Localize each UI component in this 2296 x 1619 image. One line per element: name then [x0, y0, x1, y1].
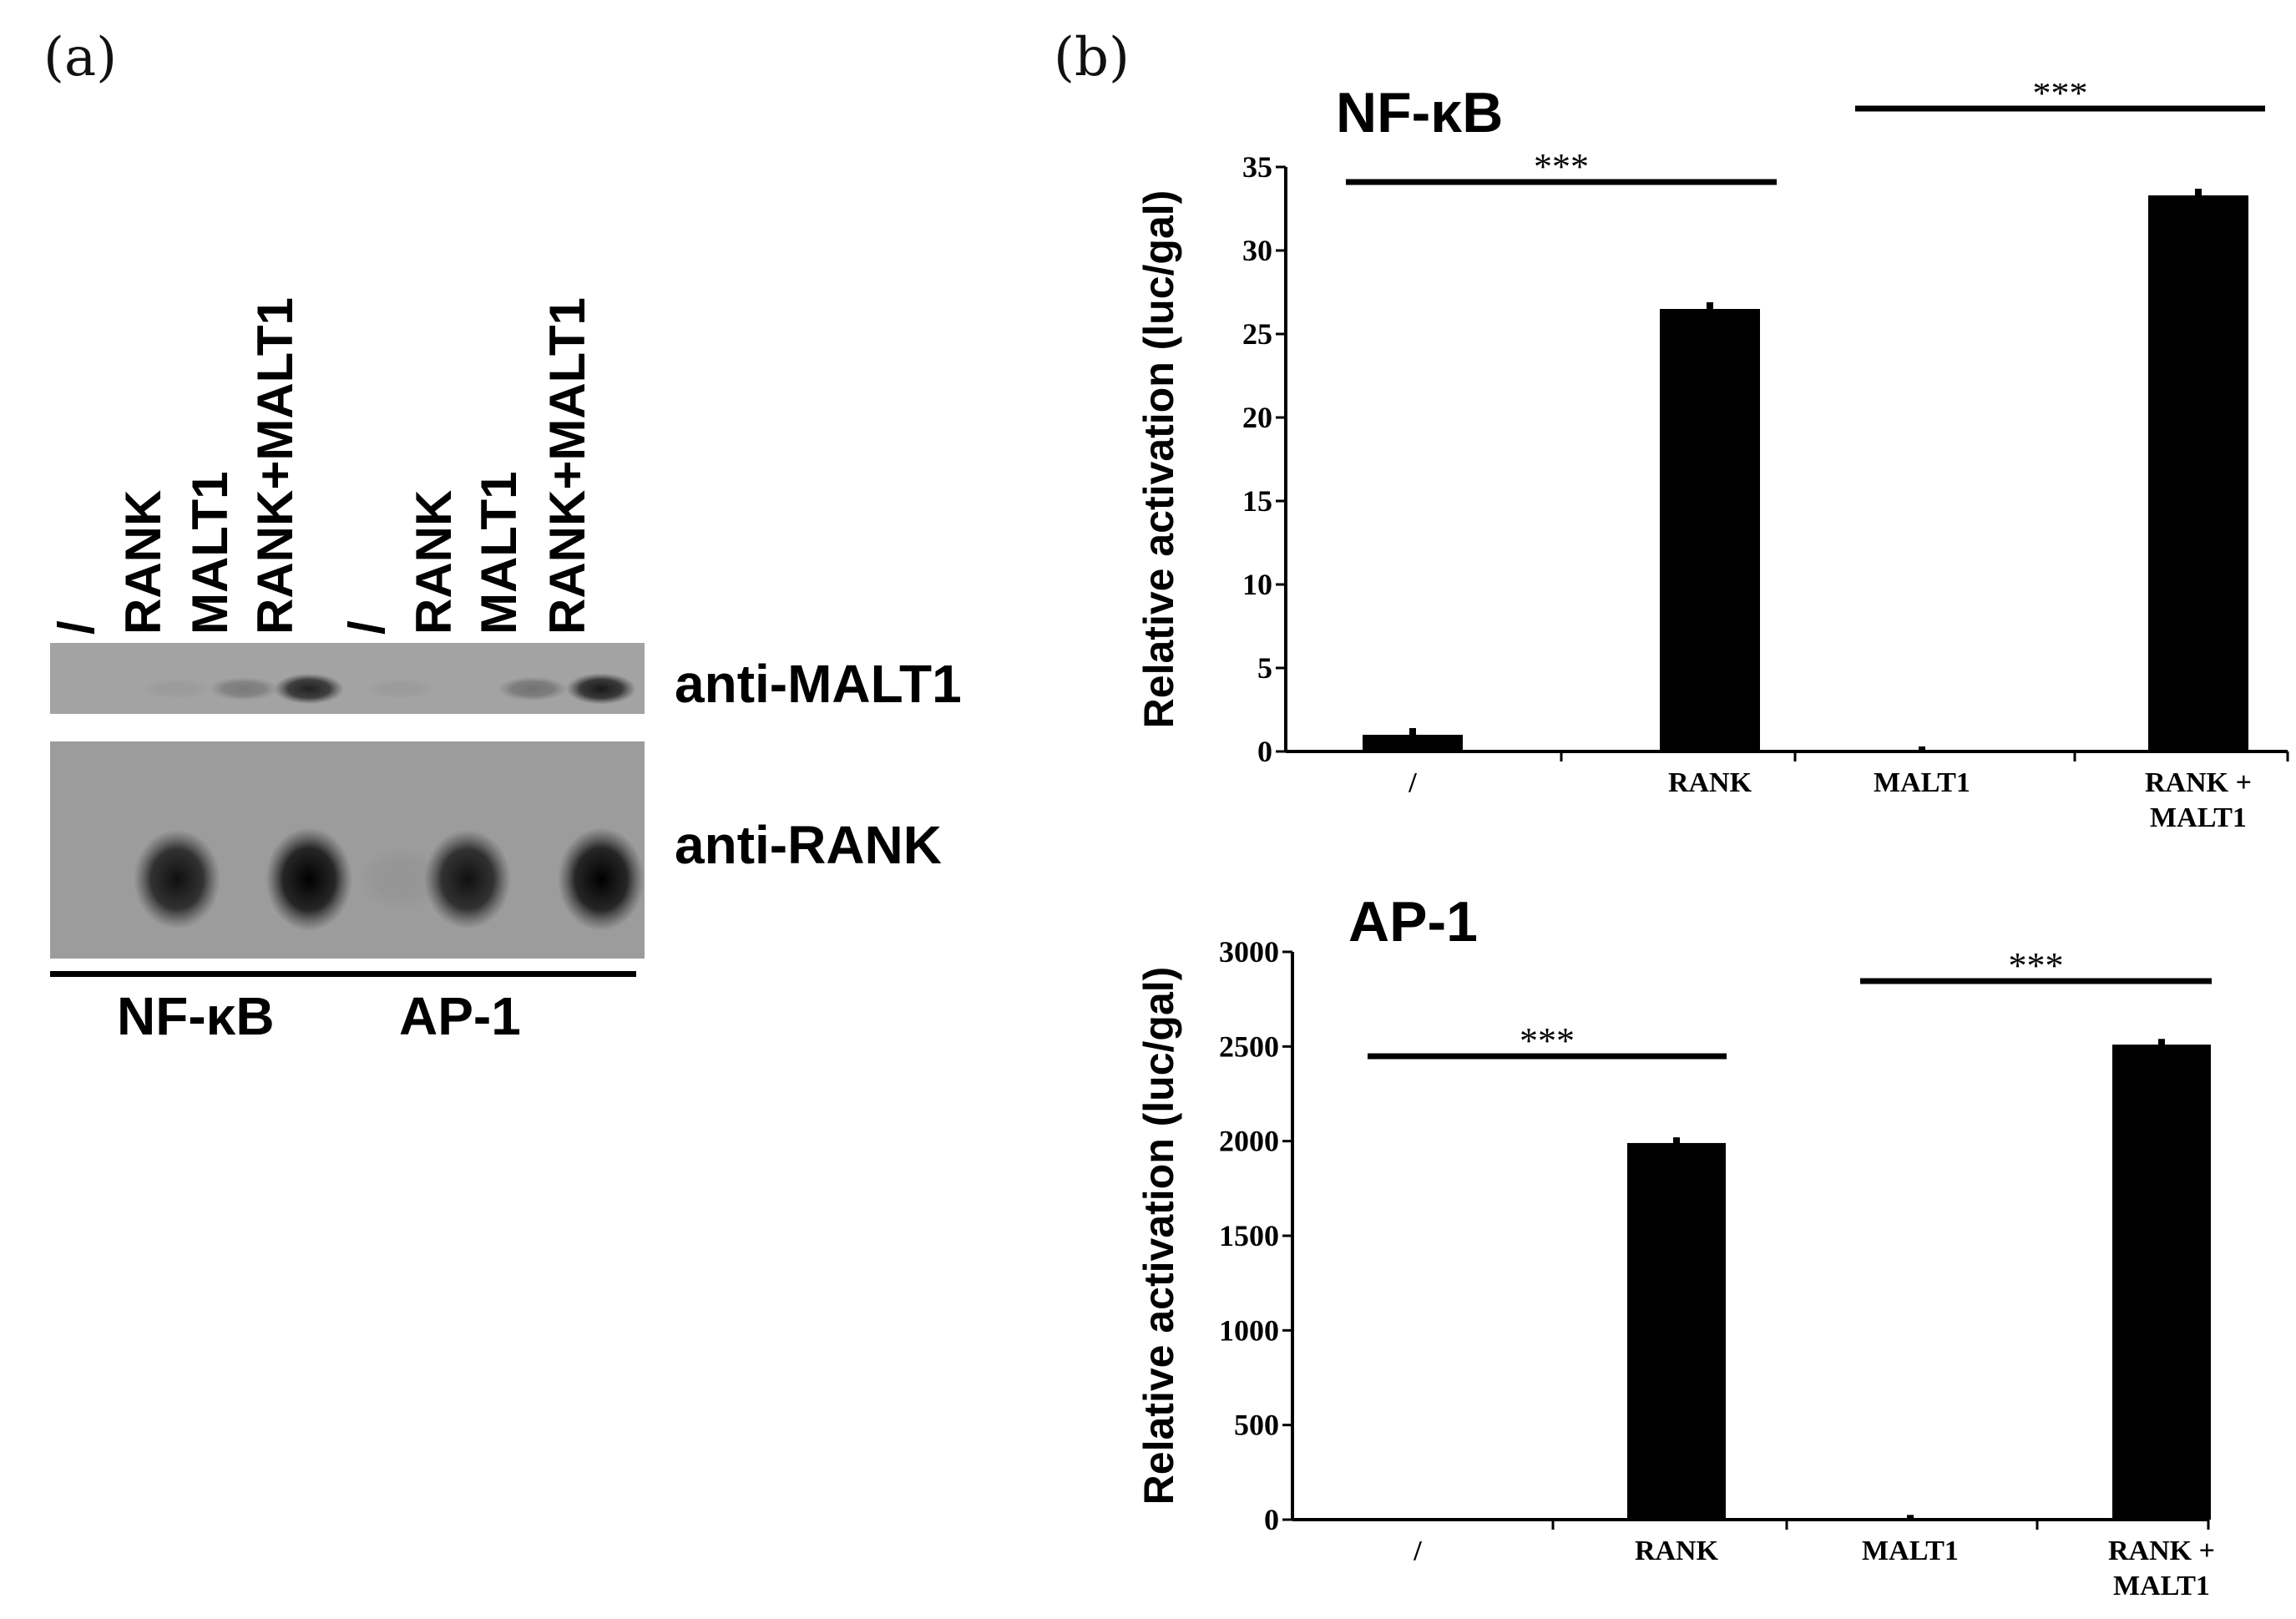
- y-tick-label: 0: [1257, 735, 1272, 768]
- blot-label-anti-malt1: anti-MALT1: [675, 654, 962, 714]
- blot-band: [134, 829, 220, 929]
- blot-band: [357, 847, 444, 912]
- chart-title-nfkb: NF-κB: [1336, 81, 1504, 144]
- y-tick-label: 500: [1234, 1409, 1279, 1442]
- x-tick-label: MALT1: [1862, 1536, 1959, 1566]
- y-tick-label: 30: [1242, 234, 1272, 267]
- group-line-nfkb: [50, 971, 357, 977]
- y-tick-label: 0: [1264, 1503, 1279, 1536]
- blot-band: [142, 678, 212, 700]
- blot-band: [566, 673, 636, 705]
- x-tick-label: RANK + MALT1: [2145, 767, 2252, 833]
- x-tick-label: /: [1408, 767, 1417, 798]
- lane-label: RANK: [115, 489, 171, 635]
- lane-label: RANK+MALT1: [539, 297, 595, 635]
- y-tick-label: 2500: [1219, 1030, 1279, 1063]
- group-label-ap1: AP-1: [399, 986, 521, 1046]
- y-tick-label: 20: [1242, 401, 1272, 434]
- bar: [1660, 309, 1760, 751]
- y-tick-label: 15: [1242, 484, 1272, 518]
- significance-label: ***: [2009, 945, 2064, 986]
- bar: [1627, 1142, 1726, 1520]
- bar: [2148, 195, 2248, 751]
- blot-anti-rank-bands: [134, 827, 645, 931]
- blot-anti-rank: [50, 741, 645, 959]
- x-tick-label: RANK: [1668, 767, 1752, 798]
- blot-band: [558, 827, 645, 931]
- lane-label: RANK: [406, 489, 462, 635]
- panel-a-label: (a): [43, 27, 118, 89]
- blot-band: [498, 676, 568, 701]
- group-line-ap1: [342, 971, 636, 977]
- lane-label: /: [48, 620, 104, 635]
- y-tick-label: 25: [1242, 317, 1272, 351]
- blot-band: [209, 677, 279, 701]
- y-tick-label: 5: [1257, 651, 1272, 685]
- lane-label: MALT1: [182, 471, 238, 635]
- significance-label: ***: [2033, 83, 2088, 114]
- panel-b-label: (b): [1054, 27, 1130, 89]
- bar: [1363, 735, 1463, 751]
- y-tick-label: 1000: [1219, 1313, 1279, 1347]
- blot-anti-malt1-bands: [142, 673, 636, 705]
- blot-band: [366, 678, 436, 700]
- blot-anti-malt1: [50, 643, 645, 714]
- significance-label: ***: [1534, 146, 1589, 187]
- bar: [2112, 1045, 2211, 1520]
- y-tick-label: 10: [1242, 568, 1272, 601]
- blot-band: [274, 673, 344, 705]
- blot-band: [266, 827, 352, 931]
- chart-nfkb: Relative activation (luc/gal) 0 5 10 15 20 25 3…: [1135, 83, 2289, 833]
- significance-label: ***: [1520, 1020, 1575, 1061]
- y-tick-label: 1500: [1219, 1219, 1279, 1252]
- group-label-nfkb: NF-κB: [117, 986, 275, 1046]
- y-axis-label: Relative activation (luc/gal): [1135, 967, 1182, 1505]
- blot-band: [424, 829, 511, 929]
- x-tick-label: RANK: [1635, 1536, 1719, 1566]
- y-tick-label: 3000: [1219, 935, 1279, 969]
- y-tick-label: 35: [1242, 150, 1272, 184]
- lane-label: /: [339, 620, 395, 635]
- x-tick-label: /: [1413, 1536, 1422, 1566]
- x-tick-label: RANK + MALT1: [2108, 1536, 2215, 1601]
- lane-label: MALT1: [471, 471, 527, 635]
- y-tick-label: 2000: [1219, 1125, 1279, 1158]
- chart-title-ap1: AP-1: [1348, 890, 1478, 954]
- chart-ap1: Relative activation (luc/gal) 0 500 1000 150…: [1135, 935, 2215, 1601]
- lane-label: RANK+MALT1: [247, 297, 303, 635]
- blot-label-anti-rank: anti-RANK: [675, 815, 942, 875]
- y-axis-label: Relative activation (luc/gal): [1135, 190, 1182, 729]
- x-tick-label: MALT1: [1874, 767, 1970, 798]
